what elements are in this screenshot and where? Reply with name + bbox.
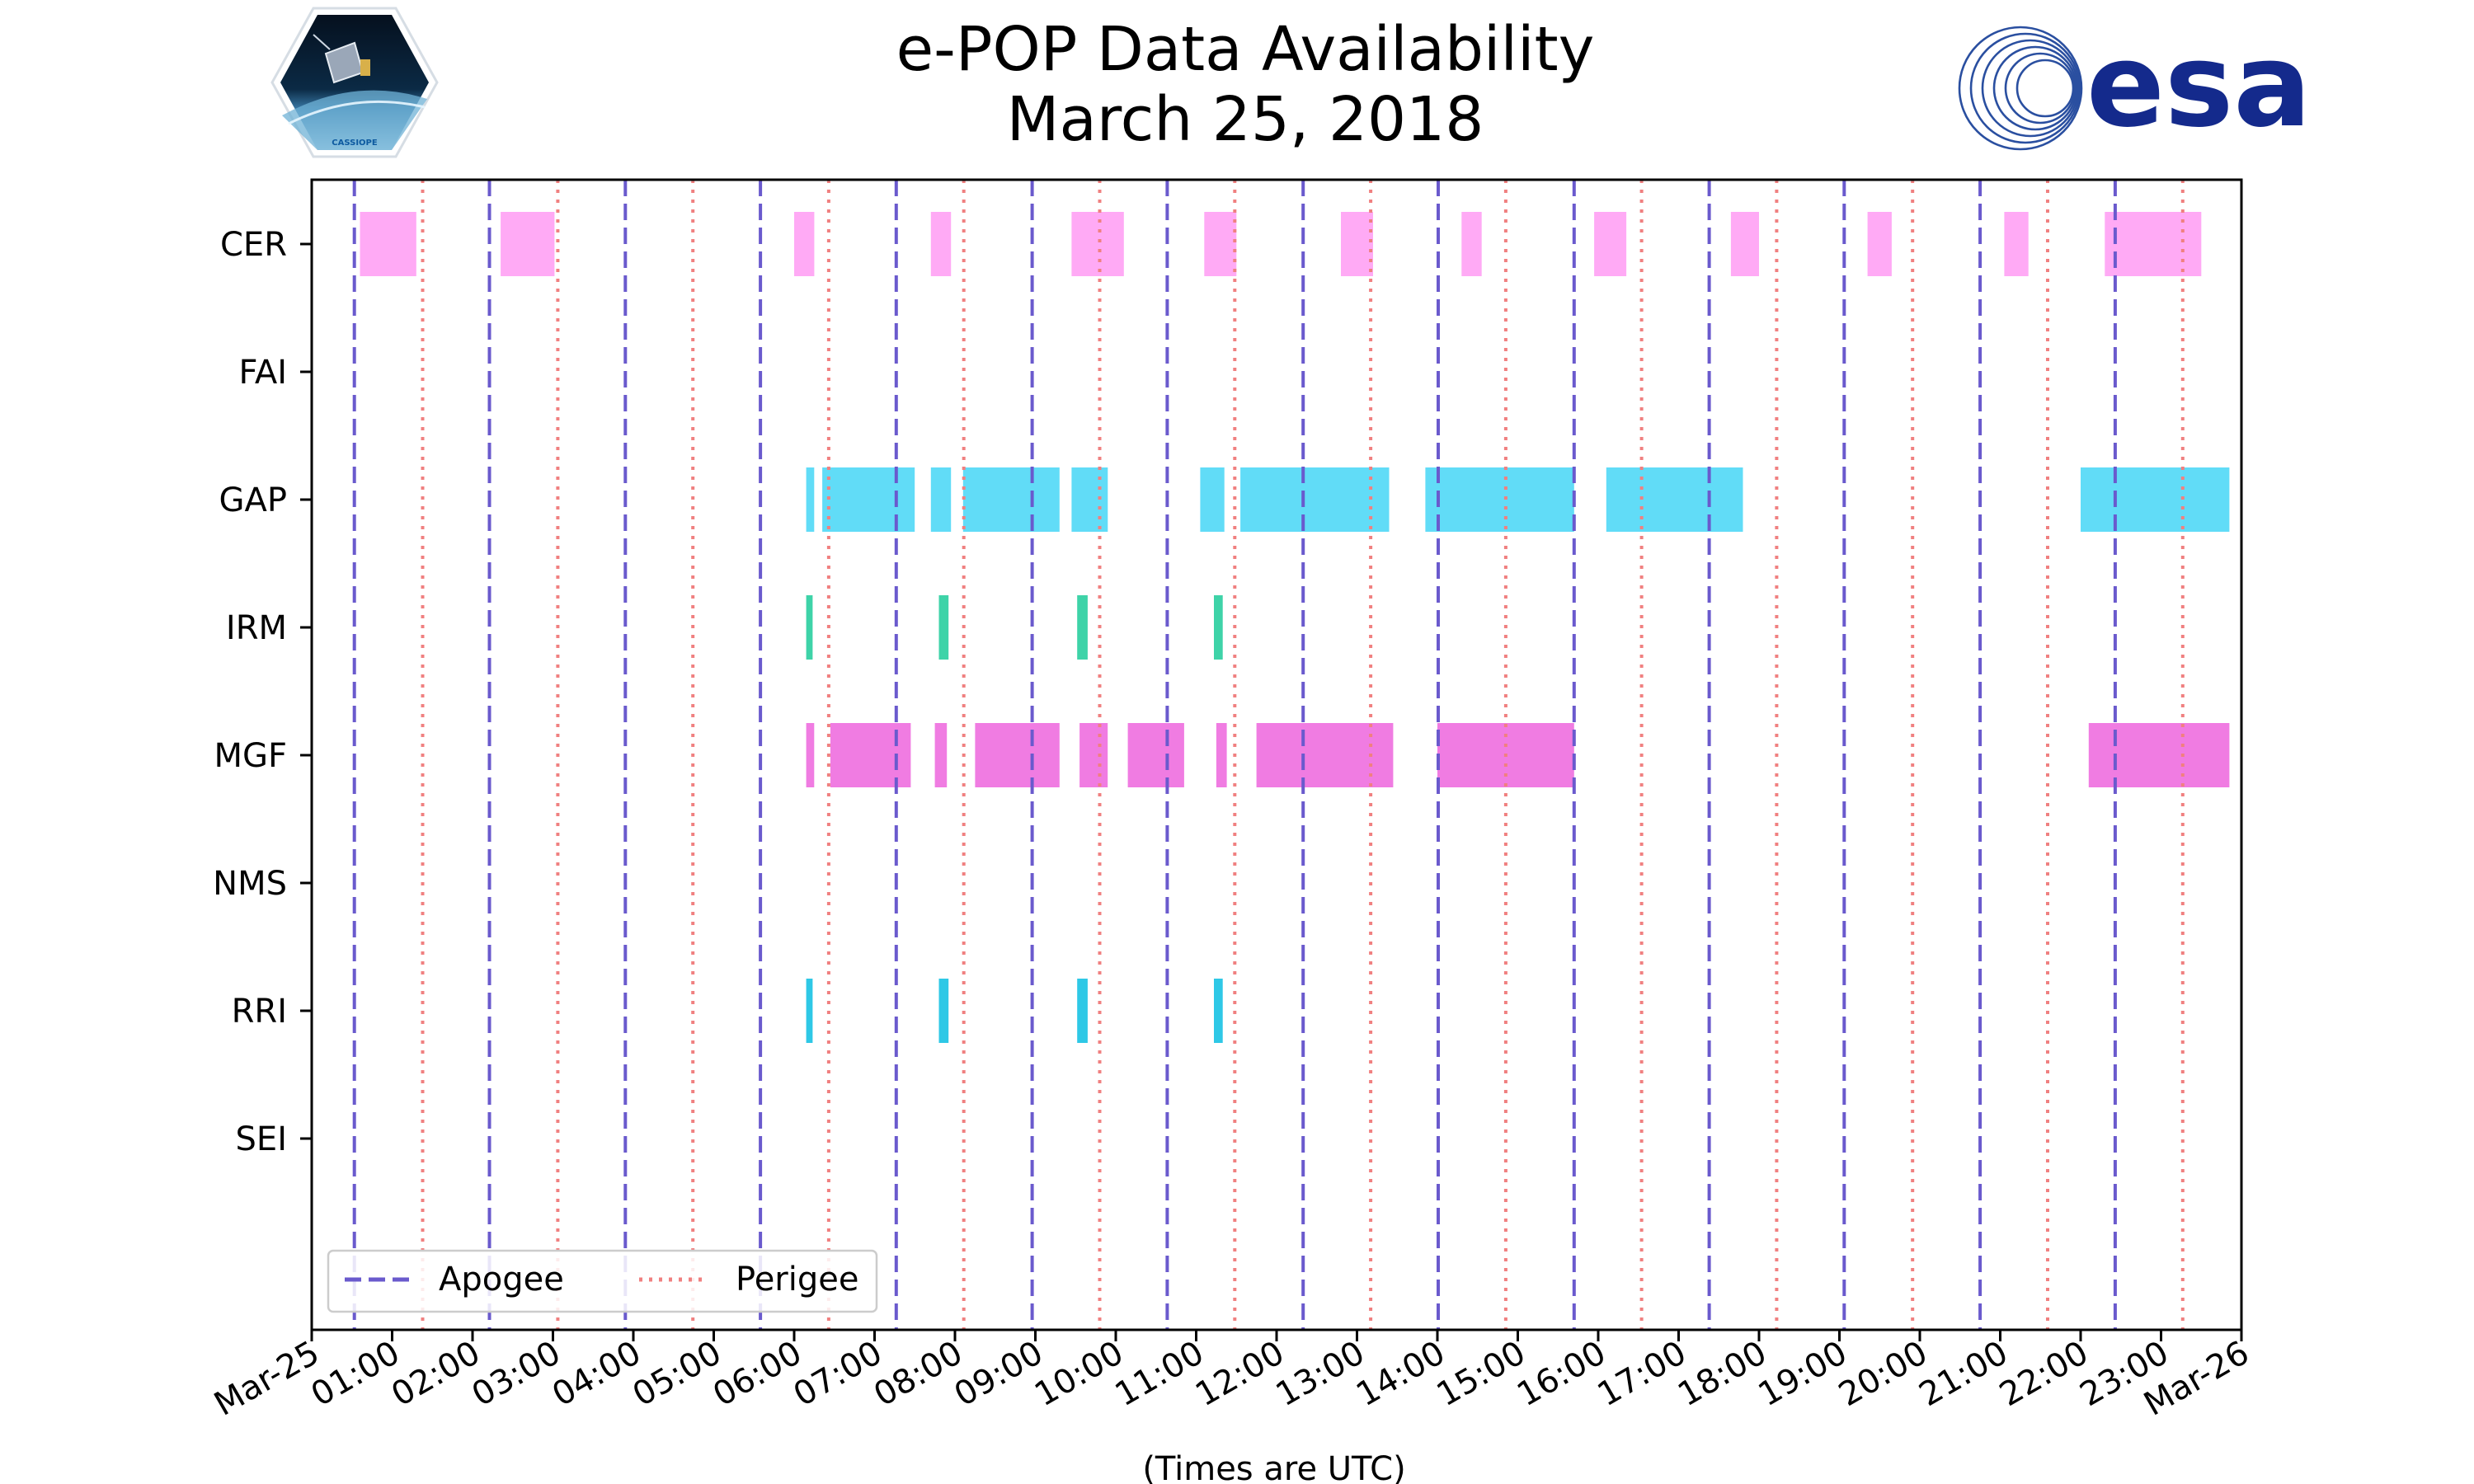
satellite-icon bbox=[313, 34, 370, 84]
orbit-lines bbox=[352, 180, 2185, 1330]
bar-cer-12 bbox=[2105, 212, 2202, 276]
cassiope-label: CASSIOPE bbox=[332, 139, 378, 148]
x-tick-label-17: 17:00 bbox=[1592, 1334, 1693, 1414]
bar-cer-0 bbox=[360, 212, 416, 276]
x-axis-label: (Times are UTC) bbox=[1142, 1450, 1405, 1484]
bar-cer-10 bbox=[1867, 212, 1892, 276]
bar-cer-8 bbox=[1594, 212, 1627, 276]
bar-gap-9 bbox=[2081, 467, 2230, 532]
x-tick-label-20: 20:00 bbox=[1832, 1334, 1934, 1414]
x-tick-label-2: 02:00 bbox=[385, 1334, 487, 1414]
y-tick-label-fai: FAI bbox=[239, 354, 288, 392]
x-tick-label-3: 03:00 bbox=[466, 1334, 567, 1414]
availability-bars bbox=[360, 212, 2230, 1043]
x-tick-label-21: 21:00 bbox=[1913, 1334, 2015, 1414]
bar-rri-0 bbox=[806, 979, 813, 1043]
bar-gap-1 bbox=[822, 467, 915, 532]
x-tick-label-10: 10:00 bbox=[1028, 1334, 1130, 1414]
x-tick-label-7: 07:00 bbox=[788, 1334, 889, 1414]
bar-mgf-7 bbox=[1256, 723, 1394, 787]
x-tick-label-18: 18:00 bbox=[1672, 1334, 1773, 1414]
bar-cer-7 bbox=[1461, 212, 1482, 276]
esa-swirl-icon bbox=[1958, 26, 2083, 151]
x-tick-label-9: 09:00 bbox=[948, 1334, 1050, 1414]
y-tick-label-irm: IRM bbox=[226, 609, 287, 647]
bar-gap-3 bbox=[962, 467, 1060, 532]
bar-gap-5 bbox=[1200, 467, 1225, 532]
cassiope-logo: CASSIOPE bbox=[270, 7, 439, 158]
chart-title: e-POP Data Availability bbox=[896, 14, 1595, 85]
legend-apogee-label: Apogee bbox=[439, 1261, 564, 1298]
bar-rri-1 bbox=[938, 979, 949, 1043]
bar-cer-2 bbox=[794, 212, 815, 276]
x-tick-label-16: 16:00 bbox=[1511, 1334, 1612, 1414]
esa-logo: esa bbox=[1958, 19, 2312, 153]
y-tick-label-sei: SEI bbox=[236, 1120, 287, 1158]
bar-cer-1 bbox=[501, 212, 555, 276]
bar-irm-3 bbox=[1214, 595, 1223, 660]
bar-mgf-4 bbox=[1079, 723, 1108, 787]
bar-mgf-6 bbox=[1216, 723, 1227, 787]
x-tick-label-6: 06:00 bbox=[707, 1334, 808, 1414]
bar-cer-4 bbox=[1071, 212, 1124, 276]
y-tick-label-cer: CER bbox=[220, 226, 287, 264]
bar-cer-3 bbox=[930, 212, 952, 276]
bar-irm-2 bbox=[1077, 595, 1088, 660]
bar-mgf-9 bbox=[2088, 723, 2230, 787]
bar-gap-0 bbox=[806, 467, 815, 532]
legend-box bbox=[327, 1249, 878, 1313]
bar-gap-2 bbox=[930, 467, 952, 532]
x-tick-label-1: 01:00 bbox=[305, 1334, 407, 1414]
bar-mgf-5 bbox=[1127, 723, 1184, 787]
bar-gap-8 bbox=[1606, 467, 1743, 532]
y-tick-label-nms: NMS bbox=[213, 865, 287, 903]
x-tick-label-11: 11:00 bbox=[1109, 1334, 1211, 1414]
x-tick-label-12: 12:00 bbox=[1189, 1334, 1291, 1414]
bar-irm-0 bbox=[806, 595, 813, 660]
bar-gap-6 bbox=[1240, 467, 1390, 532]
bar-mgf-3 bbox=[975, 723, 1060, 787]
bar-cer-5 bbox=[1204, 212, 1237, 276]
bar-gap-4 bbox=[1071, 467, 1108, 532]
x-tick-label-15: 15:00 bbox=[1431, 1334, 1532, 1414]
x-tick-label-13: 13:00 bbox=[1270, 1334, 1371, 1414]
x-tick-label-22: 22:00 bbox=[1993, 1334, 2095, 1414]
x-tick-label-5: 05:00 bbox=[627, 1334, 728, 1414]
x-tick-label-14: 14:00 bbox=[1350, 1334, 1451, 1414]
y-tick-label-mgf: MGF bbox=[214, 737, 287, 775]
esa-wordmark: esa bbox=[2086, 19, 2312, 153]
bar-cer-11 bbox=[2004, 212, 2029, 276]
bar-cer-6 bbox=[1341, 212, 1373, 276]
x-tick-label-19: 19:00 bbox=[1752, 1334, 1854, 1414]
y-tick-label-gap: GAP bbox=[219, 481, 287, 519]
plot-area: CER FAI GAP IRM MGF NMS RRI SEI Mar-2501:0002:0… bbox=[208, 178, 2255, 1424]
bar-mgf-1 bbox=[830, 723, 911, 787]
bar-gap-7 bbox=[1425, 467, 1574, 532]
y-axis: CER FAI GAP IRM MGF NMS RRI SEI bbox=[213, 226, 312, 1158]
x-tick-label-4: 04:00 bbox=[546, 1334, 647, 1414]
y-tick-label-rri: RRI bbox=[232, 993, 287, 1031]
x-tick-label-8: 08:00 bbox=[868, 1334, 969, 1414]
legend-perigee-label: Perigee bbox=[736, 1261, 858, 1298]
bar-irm-1 bbox=[938, 595, 949, 660]
bar-rri-3 bbox=[1214, 979, 1223, 1043]
bar-mgf-2 bbox=[934, 723, 948, 787]
bar-mgf-0 bbox=[806, 723, 815, 787]
bar-cer-9 bbox=[1730, 212, 1759, 276]
x-axis: Mar-2501:0002:0003:0004:0005:0006:0007:0… bbox=[208, 1330, 2255, 1424]
chart-subtitle: March 25, 2018 bbox=[1007, 84, 1484, 155]
bar-rri-2 bbox=[1077, 979, 1088, 1043]
legend: Apogee Perigee bbox=[327, 1249, 878, 1313]
